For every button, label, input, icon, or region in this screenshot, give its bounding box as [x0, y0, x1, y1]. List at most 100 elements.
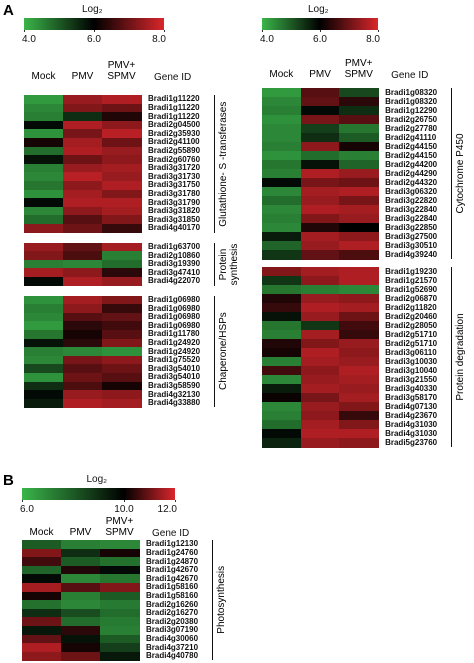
heatmap-cell — [63, 312, 103, 322]
heatmap-cell — [24, 112, 64, 122]
heatmap-cell — [63, 181, 103, 191]
heatmap-cell — [22, 565, 62, 575]
colorbar-tick-label: 6.0 — [87, 34, 101, 45]
gene-id: Bradi1g58160 — [146, 582, 199, 592]
heatmap-cell — [339, 223, 379, 233]
heatmap-cell — [22, 574, 62, 584]
gene-id: Bradi1g19230 — [385, 266, 438, 276]
heatmap-cell — [339, 366, 379, 376]
gene-id: Bradi3g54010 — [148, 372, 201, 382]
row-header: Gene ID — [152, 528, 190, 539]
row-header: Gene ID — [391, 70, 429, 81]
heatmap-cell — [102, 242, 142, 252]
gene-id: Bradi2g16260 — [146, 599, 199, 609]
colorbar-tick — [320, 30, 321, 32]
heatmap-cell — [63, 155, 103, 165]
heatmap-cell — [339, 267, 379, 277]
heatmap-cell — [61, 600, 101, 610]
heatmap-cell — [63, 355, 103, 365]
heatmap-cell — [300, 285, 340, 295]
panel-label: A — [3, 2, 14, 19]
heatmap-cell — [63, 259, 103, 269]
heatmap-cell — [100, 626, 140, 636]
heatmap-cell — [339, 241, 379, 251]
heatmap-cell — [102, 198, 142, 208]
heatmap-cell — [102, 251, 142, 261]
heatmap-cell — [262, 384, 302, 394]
heatmap-cell — [339, 321, 379, 331]
gene-id: Bradi3g58170 — [385, 392, 438, 402]
heatmap-cell — [24, 120, 64, 130]
heatmap-cell — [300, 420, 340, 430]
heatmap-cell — [300, 151, 340, 161]
gene-id: Bradi1g21570 — [385, 275, 438, 285]
heatmap-cell — [300, 187, 340, 197]
heatmap-cell — [24, 224, 64, 234]
gene-id: Bradi3g58590 — [148, 380, 201, 390]
heatmap-cell — [102, 381, 142, 391]
heatmap-cell — [61, 608, 101, 618]
gene-id: Bradi1g63700 — [148, 241, 201, 251]
heatmap-cell — [24, 155, 64, 165]
group-bracket — [214, 95, 215, 233]
gene-id: Bradi4g22070 — [148, 276, 201, 286]
heatmap-cell — [262, 366, 302, 376]
gene-id: Bradi2g06870 — [385, 293, 438, 303]
gene-id: Bradi3g22840 — [385, 204, 438, 214]
gene-id: Bradi1g08320 — [385, 87, 438, 97]
heatmap-cell — [24, 172, 64, 182]
heatmap-cell — [63, 95, 103, 105]
heatmap-cell — [63, 381, 103, 391]
heatmap-cell — [300, 312, 340, 322]
heatmap-cell — [61, 617, 101, 627]
heatmap-cell — [100, 565, 140, 575]
gene-id: Bradi1g58160 — [146, 590, 199, 600]
heatmap-cell — [102, 129, 142, 139]
colorbar-tick — [378, 30, 379, 32]
column-label: Mock — [269, 69, 294, 80]
heatmap-cell — [262, 160, 302, 170]
gene-id: Bradi2g20380 — [146, 616, 199, 626]
heatmap-cell — [102, 347, 142, 357]
heatmap-cell — [63, 364, 103, 374]
heatmap-cell — [24, 138, 64, 148]
heatmap-cell — [300, 223, 340, 233]
heatmap-cell — [102, 277, 142, 287]
heatmap-cell — [300, 196, 340, 206]
row-header: Gene ID — [154, 72, 192, 83]
heatmap-cell — [300, 214, 340, 224]
heatmap-cell — [100, 591, 140, 601]
heatmap-cell — [262, 106, 302, 116]
heatmap-cell — [63, 129, 103, 139]
gene-id: Bradi2g44150 — [385, 141, 438, 151]
heatmap-cell — [102, 155, 142, 165]
heatmap-cell — [262, 339, 302, 349]
gene-id: Bradi1g06980 — [148, 303, 201, 313]
heatmap-cell — [63, 146, 103, 156]
heatmap-cell — [339, 124, 379, 134]
gene-id: Bradi4g31030 — [385, 428, 438, 438]
gene-id: Bradi4g39240 — [385, 249, 438, 259]
column-label: Mock — [29, 527, 54, 538]
heatmap-cell — [63, 330, 103, 340]
colorbar-tick-label: 12.0 — [157, 504, 177, 515]
heatmap-cell — [22, 634, 62, 644]
heatmap-cell — [300, 241, 340, 251]
heatmap-cell — [339, 375, 379, 385]
heatmap-cell — [262, 312, 302, 322]
panel-label: B — [3, 472, 14, 489]
gene-id: Bradi2g27780 — [385, 123, 438, 133]
heatmap-cell — [339, 187, 379, 197]
heatmap-cell — [262, 411, 302, 421]
heatmap-cell — [300, 357, 340, 367]
gene-id: Bradi3g10040 — [385, 365, 438, 375]
gene-id: Bradi3g19390 — [148, 259, 201, 269]
heatmap-cell — [339, 411, 379, 421]
gene-id: Bradi4g32130 — [148, 389, 201, 399]
heatmap-cell — [63, 304, 103, 314]
group-label: Cytochrome P450 — [455, 133, 467, 214]
column-label: PMV — [309, 69, 331, 80]
colorbar — [262, 18, 378, 30]
gene-id: Bradi2g51710 — [385, 329, 438, 339]
gene-id: Bradi1g75520 — [148, 355, 201, 365]
